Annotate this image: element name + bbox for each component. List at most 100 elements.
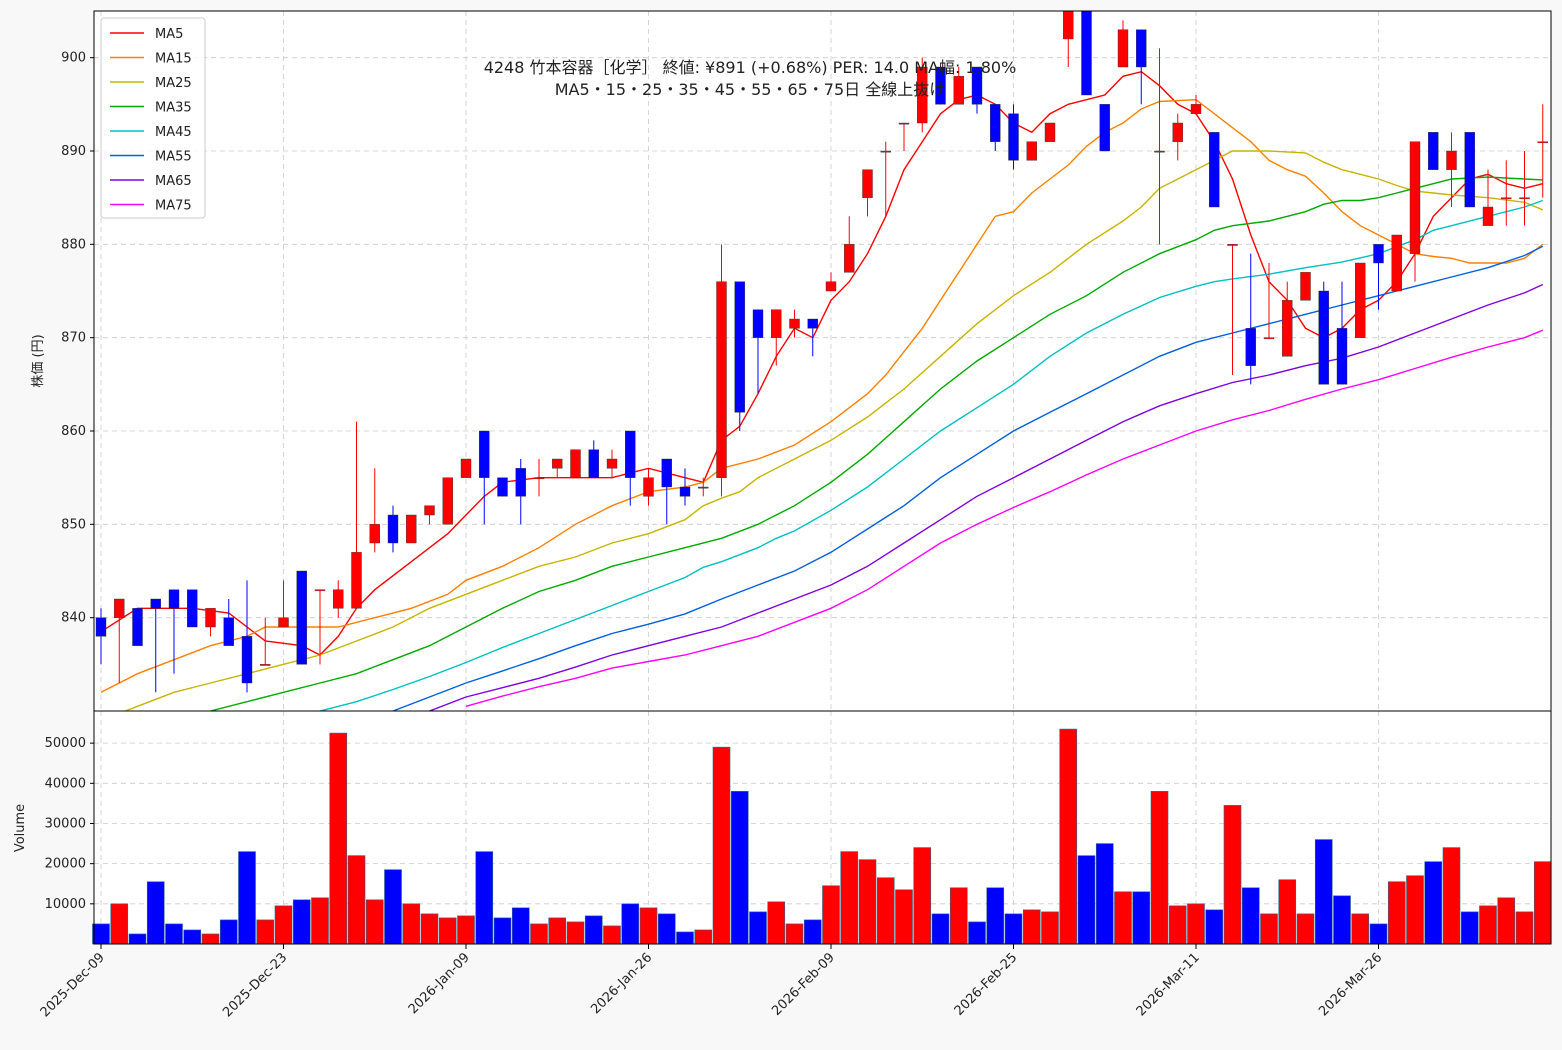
candle-body bbox=[1482, 206, 1494, 226]
volume-y-tick-label: 20000 bbox=[45, 857, 86, 872]
candle-body bbox=[387, 514, 399, 544]
candle-body bbox=[1373, 244, 1384, 264]
volume-bar bbox=[840, 851, 859, 945]
candle-body bbox=[278, 617, 289, 628]
volume-bar bbox=[1022, 909, 1041, 945]
volume-bar bbox=[1442, 847, 1461, 945]
volume-bar bbox=[511, 907, 530, 945]
candle-body bbox=[880, 150, 891, 153]
candle-body bbox=[1282, 300, 1293, 357]
ma-line-ma35 bbox=[210, 176, 1543, 711]
candle-body bbox=[187, 589, 198, 628]
price-y-tick-label: 900 bbox=[61, 51, 86, 66]
candle-body bbox=[1154, 150, 1165, 153]
candle-body bbox=[1428, 132, 1439, 170]
volume-bar bbox=[201, 933, 220, 945]
chart-subtitle: MA5・15・25・35・45・55・65・75日 全線上抜け bbox=[555, 80, 946, 99]
candle-body bbox=[1537, 141, 1548, 144]
volume-bar bbox=[347, 855, 366, 945]
volume-bar bbox=[475, 851, 494, 945]
candle-body bbox=[625, 430, 636, 478]
candle-body bbox=[953, 76, 964, 105]
candle-body bbox=[771, 309, 782, 338]
candle-body bbox=[807, 318, 818, 329]
volume-bar bbox=[1241, 887, 1260, 945]
volume-bar bbox=[1132, 891, 1151, 945]
volume-bar bbox=[584, 915, 603, 945]
candle-body bbox=[1081, 10, 1092, 96]
volume-bar bbox=[694, 929, 713, 945]
volume-bar bbox=[968, 921, 986, 945]
volume-bar bbox=[1223, 805, 1242, 945]
legend-box bbox=[100, 17, 206, 219]
candle-body bbox=[825, 281, 837, 292]
candle-body bbox=[479, 430, 490, 478]
ma-line-ma55 bbox=[392, 245, 1544, 711]
volume-bar bbox=[785, 923, 804, 945]
candle-body bbox=[844, 244, 855, 273]
volume-bar bbox=[1205, 909, 1224, 945]
volume-bar bbox=[256, 919, 275, 945]
legend-label-ma75: MA75 bbox=[155, 199, 192, 214]
price-y-tick-label: 890 bbox=[61, 144, 86, 159]
candle-body bbox=[1501, 197, 1512, 200]
volume-bar bbox=[548, 917, 567, 945]
candle-body bbox=[1063, 10, 1074, 40]
candle-body bbox=[898, 122, 910, 125]
legend-label-ma25: MA25 bbox=[155, 76, 192, 91]
moving-average-lines bbox=[100, 70, 1544, 711]
candle-body bbox=[1391, 234, 1402, 292]
volume-bar bbox=[92, 923, 110, 945]
volume-y-tick-label: 10000 bbox=[45, 897, 86, 912]
candle-body bbox=[533, 477, 545, 480]
volume-bar bbox=[730, 791, 749, 945]
candle-body bbox=[606, 458, 618, 469]
candle-body bbox=[1209, 132, 1220, 208]
candle-body bbox=[424, 505, 435, 516]
candle-body bbox=[971, 66, 983, 105]
candle-body bbox=[406, 514, 417, 544]
candle-body bbox=[1336, 328, 1348, 385]
volume-plot-frame bbox=[93, 710, 1552, 945]
volume-bar bbox=[1004, 913, 1023, 945]
volume-bar bbox=[1424, 861, 1443, 945]
volume-bar bbox=[895, 889, 913, 945]
volume-bar bbox=[931, 913, 950, 945]
candle-body bbox=[734, 281, 745, 413]
volume-bar bbox=[566, 921, 585, 945]
candle-body bbox=[1026, 141, 1037, 161]
candle-body bbox=[588, 449, 599, 478]
price-panel: 840 850 860 870 880 890 900 株価 (円) 4248 竹本容器［化… bbox=[31, 10, 1552, 712]
candle-body bbox=[114, 598, 125, 618]
ma-line-ma15 bbox=[100, 98, 1544, 693]
candle-body bbox=[460, 458, 472, 478]
volume-bar bbox=[384, 869, 402, 945]
volume-grid bbox=[94, 711, 1551, 944]
price-y-axis-label: 株価 (円) bbox=[31, 334, 46, 387]
price-y-tick-label: 840 bbox=[61, 611, 86, 626]
volume-bar bbox=[457, 915, 475, 945]
candle-body bbox=[1300, 272, 1311, 301]
candle-body bbox=[1117, 29, 1129, 68]
price-y-ticks: 840 850 860 870 880 890 900 bbox=[61, 51, 94, 626]
volume-bar bbox=[274, 905, 293, 945]
volume-bar bbox=[1387, 881, 1406, 945]
volume-bar bbox=[420, 913, 439, 945]
volume-bar bbox=[1351, 913, 1370, 945]
candle-body bbox=[132, 608, 143, 646]
volume-bar bbox=[1479, 905, 1497, 945]
candle-body bbox=[1227, 244, 1238, 246]
price-y-tick-label: 880 bbox=[61, 237, 86, 252]
candle-body bbox=[862, 169, 873, 198]
legend-label-ma55: MA55 bbox=[155, 150, 192, 165]
volume-bar bbox=[639, 907, 658, 945]
volume-bar bbox=[913, 847, 932, 945]
price-y-tick-label: 860 bbox=[61, 424, 86, 439]
volume-y-axis-label: Volume bbox=[13, 804, 28, 852]
volume-bar bbox=[1095, 843, 1114, 945]
volume-bar bbox=[493, 917, 512, 945]
candle-body bbox=[917, 66, 928, 124]
volume-bar bbox=[1114, 891, 1132, 945]
legend-label-ma35: MA35 bbox=[155, 101, 192, 116]
volume-y-ticks: 10000 20000 30000 40000 50000 bbox=[45, 736, 94, 912]
